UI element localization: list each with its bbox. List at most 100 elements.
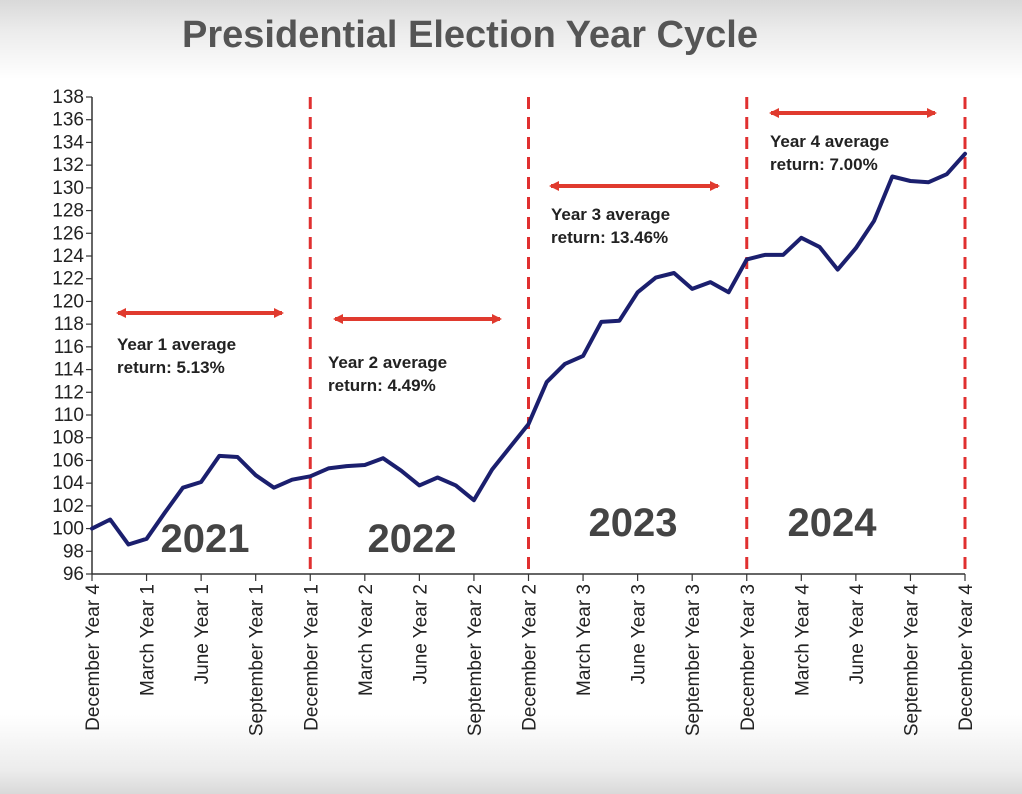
data-point xyxy=(436,475,440,479)
x-tick-label: September Year 3 xyxy=(683,584,704,736)
data-point xyxy=(254,473,258,477)
data-point xyxy=(345,464,349,468)
data-point xyxy=(199,480,203,484)
x-tick-label: September Year 1 xyxy=(247,584,268,736)
x-tick-label: December Year 1 xyxy=(301,584,322,731)
year-1-annotation-line1: Year 1 average xyxy=(117,335,236,354)
y-tick-label: 114 xyxy=(54,360,85,381)
x-tick-label: June Year 1 xyxy=(192,584,213,684)
data-point xyxy=(472,498,476,502)
data-point xyxy=(217,454,221,458)
y-tick-label: 108 xyxy=(52,428,84,449)
x-tick-label: December Year 4 xyxy=(956,584,977,731)
data-point xyxy=(363,463,367,467)
y-tick-label: 100 xyxy=(52,519,84,540)
y-tick-label: 102 xyxy=(52,496,84,517)
data-point xyxy=(90,527,94,531)
year-4-annotation-line1: Year 4 average xyxy=(770,132,889,151)
annotations: Year 1 average return: 5.13% Year 2 averag… xyxy=(116,108,937,395)
y-tick-label: 104 xyxy=(52,473,84,494)
y-tick-label: 136 xyxy=(52,110,84,131)
data-point xyxy=(636,290,640,294)
data-point xyxy=(818,245,821,249)
x-tick-label: December Year 4 xyxy=(83,584,104,731)
data-point xyxy=(145,537,149,541)
data-point xyxy=(690,287,694,291)
x-tick-label: March Year 2 xyxy=(356,584,377,696)
data-point xyxy=(799,236,803,240)
x-tick-label: December Year 3 xyxy=(738,584,759,731)
year-4-annotation-line2: return: 7.00% xyxy=(770,155,878,174)
data-point xyxy=(236,455,239,459)
y-tick-label: 116 xyxy=(54,337,84,358)
data-point xyxy=(745,257,749,261)
data-point xyxy=(417,483,421,487)
y-tick-label: 96 xyxy=(63,564,84,585)
data-point xyxy=(854,246,858,250)
x-tick-label: March Year 4 xyxy=(792,584,813,696)
x-tick-label: March Year 1 xyxy=(138,584,159,696)
data-point xyxy=(126,542,130,546)
chart-title: Presidential Election Year Cycle xyxy=(182,14,758,56)
year-2-annotation-line2: return: 4.49% xyxy=(328,376,436,395)
y-tick-label: 122 xyxy=(52,269,84,290)
y-tick-label: 130 xyxy=(52,178,84,199)
year-2-annotation-line1: Year 2 average xyxy=(328,353,447,372)
data-point xyxy=(654,276,658,280)
series-layer xyxy=(90,151,967,547)
y-tick-label: 118 xyxy=(54,314,84,335)
x-tick-label: June Year 3 xyxy=(629,584,650,684)
data-point xyxy=(617,319,621,323)
data-point xyxy=(527,422,530,426)
data-point xyxy=(108,517,112,521)
data-point xyxy=(599,320,603,324)
x-tick-label: March Year 3 xyxy=(574,584,595,696)
y-tick-label: 112 xyxy=(54,382,84,403)
data-point xyxy=(163,511,167,515)
data-point xyxy=(381,456,385,460)
year-label-2022: 2022 xyxy=(368,517,457,561)
data-point xyxy=(290,478,294,482)
data-point xyxy=(945,172,949,176)
x-tick-label: September Year 4 xyxy=(901,584,922,737)
year-label-2024: 2024 xyxy=(788,501,878,545)
year-3-annotation-line1: Year 3 average xyxy=(551,205,670,224)
data-point xyxy=(963,152,967,156)
x-tick-label: September Year 2 xyxy=(465,584,486,736)
y-tick-label: 120 xyxy=(52,291,84,312)
x-axis: December Year 4 March Year 1 June Year 1 Se… xyxy=(83,573,977,737)
x-tick-label: June Year 4 xyxy=(847,584,868,685)
y-tick-label: 132 xyxy=(52,155,84,176)
data-point xyxy=(581,354,585,358)
y-tick-label: 124 xyxy=(52,246,84,267)
x-tick-label: December Year 2 xyxy=(520,584,541,731)
y-tick-label: 126 xyxy=(52,223,84,244)
data-point xyxy=(272,486,276,490)
x-tick-label: June Year 2 xyxy=(410,584,431,684)
y-tick-label: 98 xyxy=(63,541,84,562)
data-point xyxy=(490,468,494,472)
data-point xyxy=(890,175,894,178)
y-tick-label: 110 xyxy=(54,405,84,426)
year-labels: 2021 2022 2023 2024 xyxy=(161,501,878,561)
data-point xyxy=(181,486,185,490)
data-point xyxy=(454,483,458,487)
data-point xyxy=(927,180,931,184)
y-tick-label: 134 xyxy=(52,132,84,153)
data-point xyxy=(672,271,676,275)
y-tick-label: 138 xyxy=(52,87,84,108)
data-point xyxy=(836,268,840,272)
data-point xyxy=(708,280,712,284)
data-point xyxy=(545,380,549,384)
y-axis: 9698100102104106108110112114116118120122… xyxy=(52,87,93,585)
year-label-2023: 2023 xyxy=(589,501,678,545)
data-point xyxy=(908,179,912,183)
data-point xyxy=(872,219,876,223)
y-tick-label: 106 xyxy=(52,450,84,471)
year-1-annotation-line2: return: 5.13% xyxy=(117,358,225,377)
data-point xyxy=(727,290,731,294)
data-point xyxy=(508,445,512,449)
data-point xyxy=(781,253,785,257)
y-tick-label: 128 xyxy=(52,201,84,222)
